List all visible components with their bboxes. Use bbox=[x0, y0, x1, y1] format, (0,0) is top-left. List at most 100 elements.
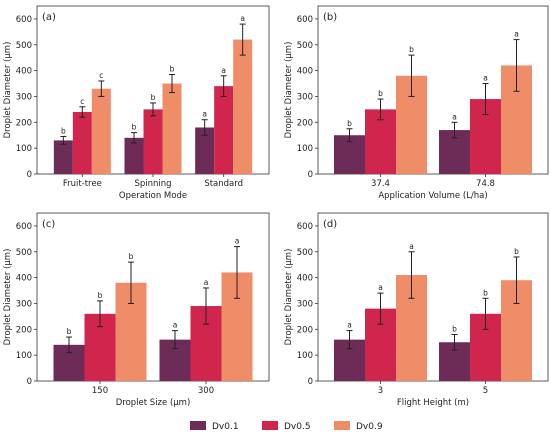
significance-letter: c bbox=[99, 71, 103, 80]
y-tick-label: 0 bbox=[27, 170, 32, 180]
y-tick-label: 500 bbox=[297, 248, 313, 258]
x-tick-label: 74.8 bbox=[476, 179, 495, 189]
y-tick-label: 0 bbox=[308, 170, 313, 180]
significance-letter: a bbox=[202, 110, 207, 119]
plot-frame bbox=[36, 212, 270, 382]
significance-letter: a bbox=[235, 237, 240, 246]
significance-letter: a bbox=[347, 321, 352, 330]
x-tick-label: 37.4 bbox=[371, 179, 390, 189]
x-axis-label: Droplet Size (μm) bbox=[116, 398, 191, 408]
y-tick-label: 600 bbox=[297, 15, 313, 25]
y-axis-label: Droplet Diameter (μm) bbox=[3, 249, 13, 346]
chart-panel: 0 100 200 300 400 500 600 150 b b b 300 a a a (c) Drople… bbox=[3, 212, 270, 408]
panel-label: (b) bbox=[323, 12, 337, 23]
significance-letter: b bbox=[170, 64, 175, 73]
legend-swatch bbox=[262, 421, 278, 430]
panel-label: (a) bbox=[42, 12, 56, 23]
x-axis-label: Flight Height (m) bbox=[397, 398, 469, 408]
y-tick-label: 100 bbox=[297, 351, 313, 361]
significance-letter: a bbox=[452, 112, 457, 121]
significance-letter: b bbox=[483, 288, 488, 297]
y-tick-label: 100 bbox=[16, 144, 32, 154]
legend-item: Dv0.1 bbox=[190, 421, 239, 432]
bar bbox=[53, 140, 73, 174]
bar bbox=[91, 88, 111, 174]
plot-frame bbox=[317, 5, 549, 175]
y-axis-label: Droplet Diameter (μm) bbox=[3, 42, 13, 139]
significance-letter: b bbox=[67, 327, 72, 336]
bar bbox=[124, 137, 144, 174]
x-tick-label: Spinning bbox=[134, 179, 171, 189]
y-tick-label: 200 bbox=[16, 118, 32, 128]
y-tick-label: 100 bbox=[297, 144, 313, 154]
x-tick-label: Fruit-tree bbox=[63, 179, 102, 189]
y-tick-label: 400 bbox=[16, 274, 32, 284]
significance-letter: a bbox=[221, 66, 226, 75]
x-tick-label: 150 bbox=[92, 386, 108, 396]
legend-item: Dv0.9 bbox=[334, 421, 383, 432]
significance-letter: b bbox=[129, 252, 134, 261]
significance-letter: b bbox=[151, 93, 156, 102]
legend-swatch bbox=[334, 421, 350, 430]
significance-letter: a bbox=[240, 14, 245, 23]
legend-item: Dv0.5 bbox=[262, 421, 311, 432]
x-tick-label: 3 bbox=[378, 386, 383, 396]
significance-letter: a bbox=[378, 283, 383, 292]
y-tick-label: 400 bbox=[297, 67, 313, 77]
significance-letter: b bbox=[347, 119, 352, 128]
y-tick-label: 600 bbox=[16, 15, 32, 25]
significance-letter: b bbox=[132, 123, 137, 132]
y-tick-label: 100 bbox=[16, 351, 32, 361]
x-axis-label: Operation Mode bbox=[119, 191, 187, 201]
chart-panel: 0 100 200 300 400 500 600 3 a a a 5 b b b (d) Flight Hei… bbox=[284, 212, 549, 408]
significance-letter: a bbox=[204, 278, 209, 287]
y-tick-label: 200 bbox=[297, 325, 313, 335]
significance-letter: b bbox=[409, 45, 414, 54]
y-tick-label: 500 bbox=[16, 248, 32, 258]
y-tick-label: 600 bbox=[297, 222, 313, 232]
y-tick-label: 300 bbox=[297, 92, 313, 102]
y-axis-label: Droplet Diameter (μm) bbox=[284, 42, 294, 139]
legend: Dv0.1 Dv0.5 Dv0.9 bbox=[190, 421, 383, 432]
chart-panel: 0 100 200 300 400 500 600 Fruit-tree b c c Spinning… bbox=[3, 5, 270, 201]
legend-label: Dv0.9 bbox=[356, 422, 383, 432]
significance-letter: b bbox=[452, 324, 457, 333]
y-tick-label: 200 bbox=[297, 118, 313, 128]
legend-label: Dv0.1 bbox=[212, 422, 239, 432]
bar bbox=[195, 127, 215, 174]
plot-frame bbox=[317, 212, 549, 382]
y-tick-label: 300 bbox=[16, 299, 32, 309]
x-tick-label: Standard bbox=[204, 179, 243, 189]
y-tick-label: 300 bbox=[16, 92, 32, 102]
significance-letter: b bbox=[61, 127, 66, 136]
y-tick-label: 0 bbox=[27, 377, 32, 387]
x-tick-label: 300 bbox=[198, 386, 214, 396]
x-tick-label: 5 bbox=[483, 386, 488, 396]
y-tick-label: 600 bbox=[16, 222, 32, 232]
bar bbox=[162, 83, 182, 174]
legend-swatch bbox=[190, 421, 206, 430]
bar bbox=[72, 111, 92, 174]
bar bbox=[233, 39, 253, 174]
panel-label: (c) bbox=[42, 219, 55, 230]
chart-panel: 0 100 200 300 400 500 600 37.4 b b b 74.8 a a a (b) Appl… bbox=[284, 5, 549, 201]
significance-letter: a bbox=[409, 242, 414, 251]
panel-label: (d) bbox=[323, 219, 337, 230]
x-axis-label: Application Volume (L/ha) bbox=[378, 191, 487, 201]
significance-letter: b bbox=[378, 89, 383, 98]
significance-letter: b bbox=[98, 291, 103, 300]
bar bbox=[214, 86, 234, 174]
y-axis-label: Droplet Diameter (μm) bbox=[284, 249, 294, 346]
y-tick-label: 400 bbox=[297, 274, 313, 284]
y-tick-label: 400 bbox=[16, 67, 32, 77]
y-tick-label: 500 bbox=[16, 41, 32, 51]
bar bbox=[143, 109, 163, 174]
legend-label: Dv0.5 bbox=[284, 422, 311, 432]
significance-letter: b bbox=[514, 247, 519, 256]
y-tick-label: 200 bbox=[16, 325, 32, 335]
y-tick-label: 300 bbox=[297, 299, 313, 309]
significance-letter: a bbox=[483, 74, 488, 83]
significance-letter: a bbox=[514, 30, 519, 39]
significance-letter: a bbox=[173, 321, 178, 330]
